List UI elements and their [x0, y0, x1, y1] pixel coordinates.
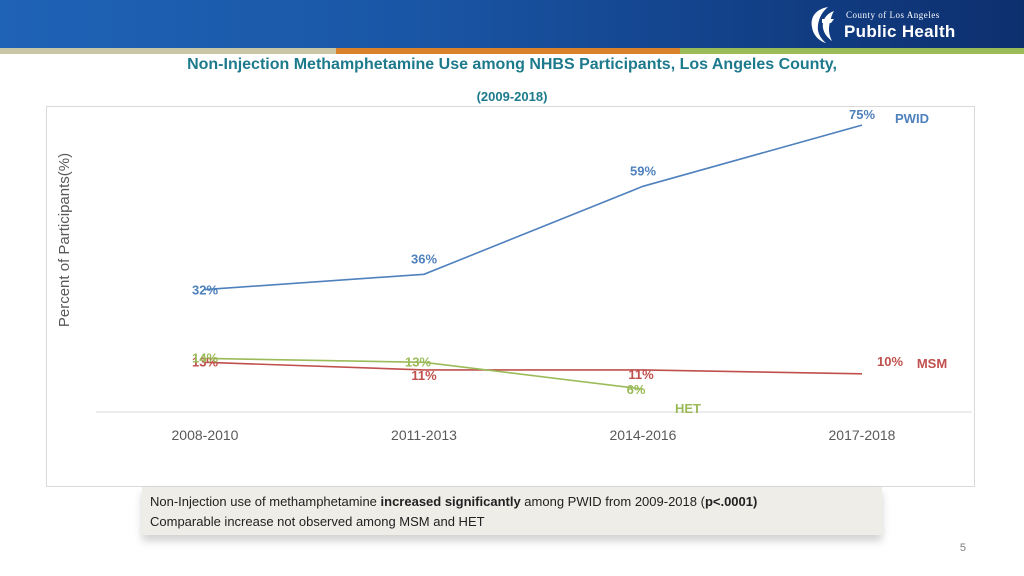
series-line-het: [204, 357, 644, 390]
series-line-msm: [204, 361, 863, 375]
header-banner: [0, 0, 1024, 48]
logo-public-health-text: Public Health: [844, 22, 956, 41]
x-tick-label: 2017-2018: [829, 427, 896, 443]
x-tick-label: 2008-2010: [172, 427, 239, 443]
data-label-msm: 13%: [192, 354, 218, 369]
logo-county-text: County of Los Angeles: [846, 10, 940, 20]
page-number: 5: [959, 542, 966, 554]
note-p-value: p<.0001): [704, 494, 758, 509]
chart-area: [46, 106, 975, 487]
series-name-pwid: PWID: [895, 111, 929, 126]
series-line-pwid: [204, 124, 863, 291]
data-label-het: 13%: [405, 354, 431, 369]
county-logo: County of Los Angeles Public Health: [804, 5, 974, 45]
data-label-pwid: 32%: [192, 283, 218, 298]
note-line-2: Comparable increase not observed among M…: [150, 514, 485, 529]
chart-title: Non-Injection Methamphetamine Use among …: [187, 56, 837, 73]
x-tick-label: 2014-2016: [610, 427, 677, 443]
data-label-pwid: 59%: [630, 163, 656, 178]
data-label-msm: 11%: [411, 368, 437, 383]
county-seal-icon: [811, 7, 834, 43]
accent-stripe-middle: [336, 48, 680, 54]
data-label-msm: 11%: [628, 367, 654, 382]
data-label-msm: 10%: [877, 354, 903, 369]
y-axis-label: Percent of Participants(%): [56, 153, 73, 327]
key-finding-note: Non-Injection use of methamphetamine inc…: [142, 487, 882, 535]
note-text-c: among PWID from 2009-2018 (: [520, 494, 705, 509]
data-label-het: 6%: [627, 382, 646, 397]
data-label-het: 14%: [192, 350, 218, 365]
accent-stripe-left: [0, 48, 336, 54]
x-tick-label: 2011-2013: [391, 427, 457, 443]
note-emphasis: increased significantly: [380, 494, 521, 509]
note-line-1: Non-Injection use of methamphetamine inc…: [150, 494, 757, 509]
note-text-a: Non-Injection use of methamphetamine: [150, 494, 381, 509]
accent-stripe-right: [680, 48, 1024, 54]
data-label-pwid: 36%: [411, 251, 437, 266]
chart-subtitle: (2009-2018): [476, 89, 548, 104]
data-label-pwid: 75%: [849, 107, 875, 122]
series-name-msm: MSM: [917, 356, 947, 371]
series-name-het: HET: [675, 401, 701, 416]
